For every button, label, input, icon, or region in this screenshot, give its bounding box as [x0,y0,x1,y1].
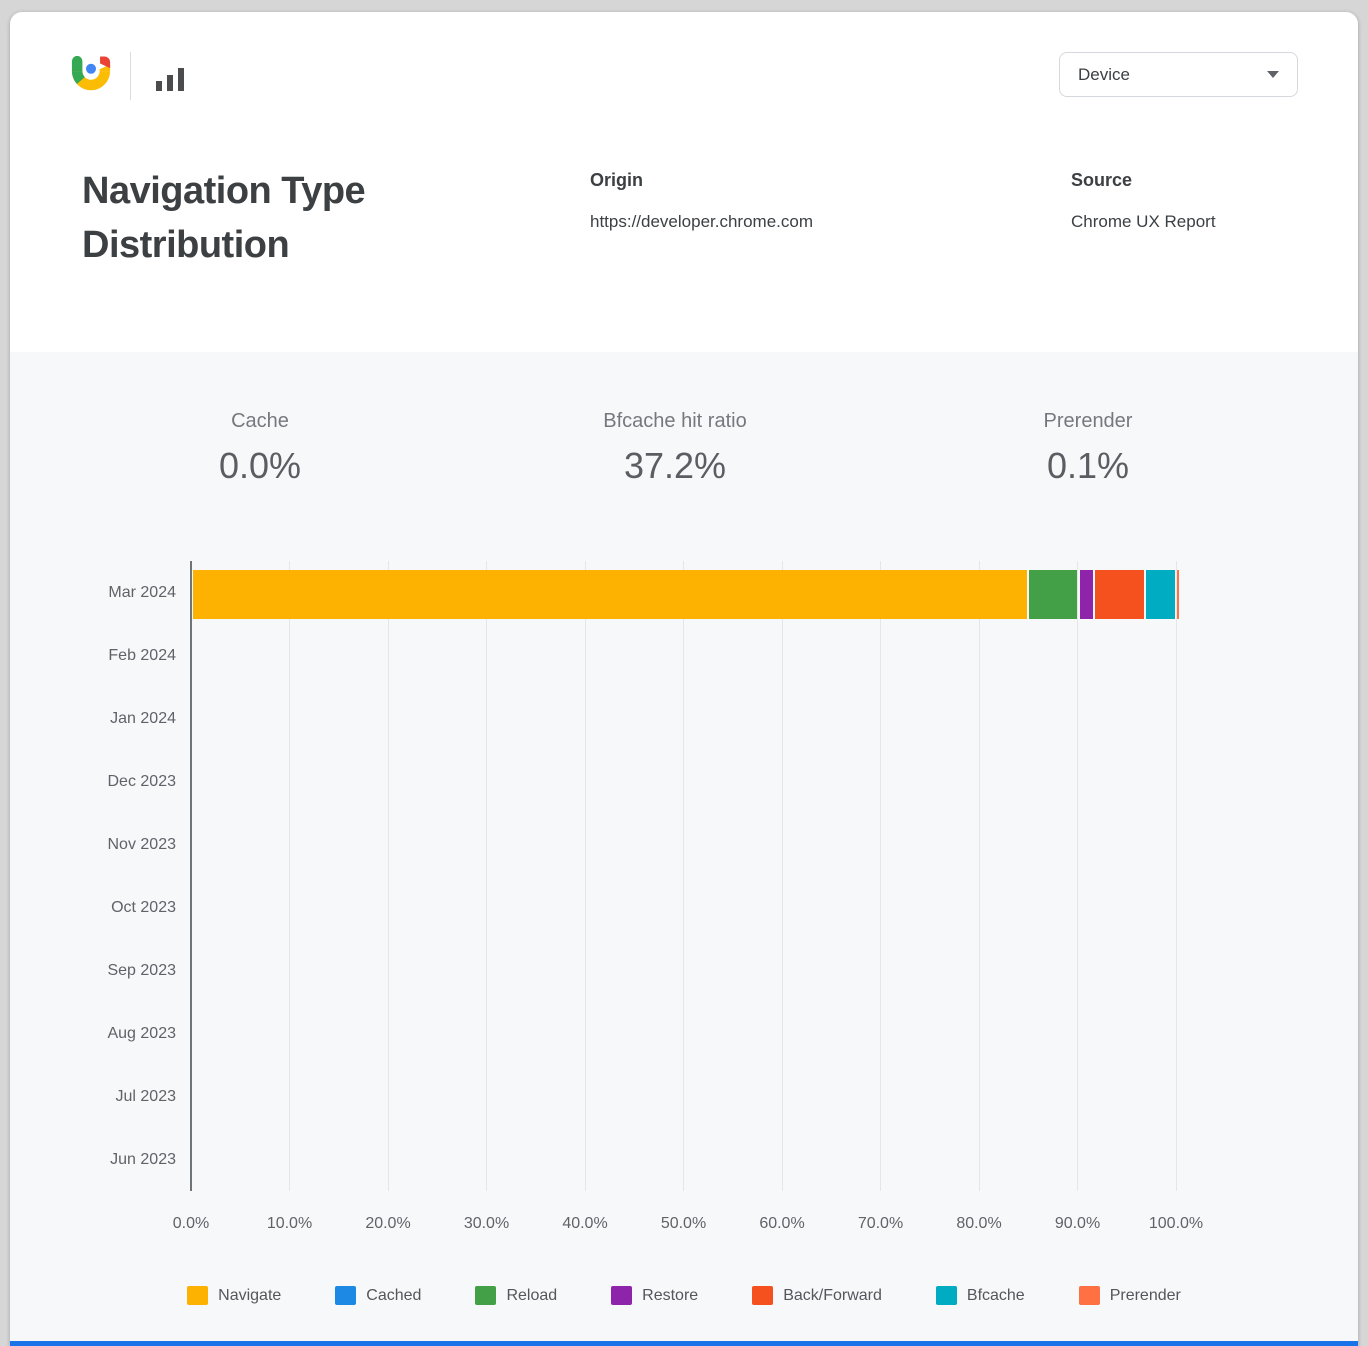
bar-segment-restore[interactable] [1079,570,1094,619]
bar-segment-reload[interactable] [1029,570,1078,619]
stat-label: Cache [231,410,289,432]
x-axis-tick-label: 90.0% [1054,1215,1101,1232]
x-axis-tick-label: 100.0% [1148,1215,1204,1232]
legend-item-navigate: Navigate [187,1286,281,1305]
stat-value: 37.2% [623,445,727,486]
footer-accent-bar [10,1341,1358,1346]
y-axis-category-label: Aug 2023 [107,1025,176,1042]
stacked-bar-mar-2024 [193,570,1179,619]
y-axis-category-label: Feb 2024 [108,647,176,664]
header-divider [130,52,131,100]
source-value: Chrome UX Report [1071,212,1216,231]
legend-swatch-icon [1078,1286,1100,1305]
stat-value: 0.1% [1046,445,1130,486]
stat-label: Prerender [1043,410,1133,432]
x-axis-tick-label: 30.0% [463,1215,510,1232]
legend-swatch-icon [935,1286,957,1305]
gridline [387,561,389,1191]
x-axis-tick-label: 40.0% [562,1215,608,1232]
chevron-down-icon [1267,71,1279,78]
legend-label: Bfcache [966,1286,1025,1304]
x-axis-tick-label: 20.0% [365,1215,411,1232]
legend-label: Cached [366,1286,422,1304]
legend-swatch-icon [752,1286,774,1305]
page-title: Navigation Type Distribution [82,170,366,266]
y-axis-category-label: Jun 2023 [110,1151,176,1168]
crux-logo-icon [71,55,111,91]
device-dropdown[interactable]: Device [1059,52,1298,97]
legend-item-cached: Cached [335,1286,421,1305]
report-card: Device Navigation Type Distribution Orig… [10,12,1358,1346]
y-axis-category-label: Jul 2023 [115,1088,177,1105]
gridline [781,561,783,1191]
stat-label: Bfcache hit ratio [603,410,747,432]
gridline [486,561,487,1191]
legend-item-bfcache: Bfcache [935,1286,1025,1305]
x-axis-tick-label: 70.0% [857,1215,904,1232]
stat-prerender: Prerender 0.1% [1044,410,1133,487]
gridline [880,561,881,1191]
gridline [1077,561,1078,1191]
gridline [1175,561,1177,1191]
legend-swatch-icon [335,1286,357,1305]
origin-label: Origin [590,170,643,190]
bar-chart-icon [156,66,186,91]
legend-label: Prerender [1109,1286,1181,1304]
legend-swatch-icon [475,1286,497,1305]
x-axis-tick-label: 10.0% [266,1215,313,1232]
stat-bfcache-hit-ratio: Bfcache hit ratio 37.2% [603,410,746,487]
y-axis-line [190,561,192,1191]
gridline [683,561,684,1191]
bar-segment-bfcache[interactable] [1146,570,1175,619]
plot-area: 0.0% 10.0% 20.0% 30.0% 40.0% 50.0% 60.0% 70.0% 8… [107,561,1203,1232]
x-axis-tick-label: 80.0% [956,1215,1002,1232]
legend-label: Restore [642,1286,699,1304]
origin-block: Origin https://developer.chrome.com [590,170,813,232]
legend-item-reload: Reload [475,1286,557,1305]
legend-swatch-icon [611,1286,633,1305]
gridline [584,561,586,1191]
y-axis-category-label: Dec 2023 [107,773,177,790]
legend-item-prerender: Prerender [1078,1286,1181,1305]
x-axis-tick-label: 50.0% [660,1215,707,1232]
gridline [978,561,980,1191]
chart-legend: Navigate Cached Reload Restore Back/Forward B… [10,1286,1358,1305]
bar-segment-prerender[interactable] [1177,570,1179,619]
source-block: Source Chrome UX Report [1071,170,1216,232]
stat-value: 0.0% [218,445,302,486]
y-axis-category-label: Nov 2023 [107,836,177,853]
y-axis-category-label: Jan 2024 [110,710,176,727]
origin-value: https://developer.chrome.com [590,212,814,231]
x-axis-tick-label: 60.0% [759,1215,805,1232]
y-axis-category-label: Sep 2023 [107,962,176,979]
x-axis-tick-label: 0.0% [172,1215,210,1232]
y-axis-category-label: Mar 2024 [108,584,176,601]
legend-label: Reload [506,1286,558,1304]
chart-section-background [10,352,1358,1346]
stat-cache: Cache 0.0% [219,410,301,487]
y-axis-category-label: Oct 2023 [111,899,176,916]
bar-segment-navigate[interactable] [193,570,1028,619]
legend-item-restore: Restore [611,1286,698,1305]
source-label: Source [1071,170,1133,190]
bar-segment-back-forward[interactable] [1095,570,1145,619]
device-dropdown-label: Device [1078,64,1130,84]
legend-label: Back/Forward [783,1286,882,1304]
legend-item-back-forward: Back/Forward [752,1286,882,1305]
legend-swatch-icon [187,1286,209,1305]
legend-label: Navigate [218,1286,282,1304]
gridline [289,561,290,1191]
